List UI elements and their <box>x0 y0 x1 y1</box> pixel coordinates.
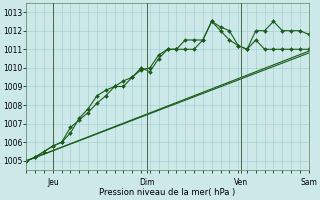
X-axis label: Pression niveau de la mer( hPa ): Pression niveau de la mer( hPa ) <box>100 188 236 197</box>
